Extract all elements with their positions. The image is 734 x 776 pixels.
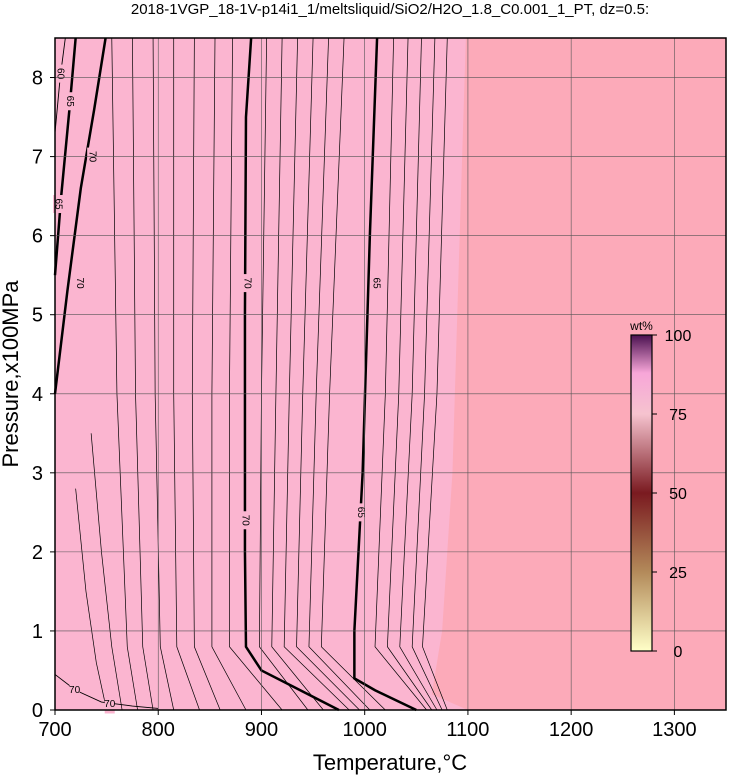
contour-label-bg xyxy=(69,681,80,700)
contour-label: 70 xyxy=(241,278,252,290)
y-tick-label: 2 xyxy=(32,542,43,564)
y-tick-label: 4 xyxy=(32,384,43,406)
contour-label: 65 xyxy=(64,96,75,108)
contour-label: 60 xyxy=(55,68,66,80)
y-tick-label: 7 xyxy=(32,147,43,169)
x-axis-label: Temperature,°C xyxy=(313,750,467,775)
x-tick-label: 700 xyxy=(38,719,71,741)
contour-label: 65 xyxy=(52,198,63,210)
minor-contour xyxy=(152,37,175,711)
contour-label-bg xyxy=(371,274,382,293)
y-tick-label: 1 xyxy=(32,621,43,643)
contour xyxy=(54,674,159,709)
minor-contour xyxy=(271,37,324,711)
contour-label: 70 xyxy=(239,515,250,527)
x-tick-label: 1300 xyxy=(652,719,697,741)
chart-title: 2018-1VGP_18-1V-p14i1_1/meltsliquid/SiO2… xyxy=(131,1,649,18)
minor-contour xyxy=(75,488,107,711)
colorbar-tick-label: 25 xyxy=(669,565,687,582)
minor-contour xyxy=(422,37,448,711)
minor-contour xyxy=(296,37,360,711)
contour-label: 70 xyxy=(74,278,85,290)
colorbar-tick-label: 100 xyxy=(665,328,692,345)
minor-contour xyxy=(191,37,221,711)
colorbar xyxy=(630,334,653,652)
colorbar-label: wt% xyxy=(629,319,653,333)
plot-frame xyxy=(54,37,727,711)
minor-contour xyxy=(111,37,138,711)
y-tick-label: 5 xyxy=(32,305,43,327)
minor-contour xyxy=(308,37,371,711)
contour-label-bg xyxy=(239,511,250,530)
contour-label-bg xyxy=(64,92,75,111)
minor-contour xyxy=(229,37,283,711)
minor-contour xyxy=(283,37,350,711)
contour-label-bg xyxy=(242,274,253,293)
contour-label-bg xyxy=(53,195,64,214)
contour-label-bg xyxy=(74,274,85,293)
contour-label: 65 xyxy=(355,507,366,519)
x-tick-label: 800 xyxy=(142,719,175,741)
colorbar-tick-label: 75 xyxy=(669,407,687,424)
minor-contour xyxy=(259,37,309,711)
minor-contour xyxy=(411,37,443,711)
minor-contour xyxy=(173,38,200,711)
minor-contour xyxy=(90,433,123,711)
y-tick-label: 3 xyxy=(32,463,43,485)
x-tick-label: 900 xyxy=(245,719,278,741)
x-tick-label: 1200 xyxy=(549,719,594,741)
contour-label-bg xyxy=(55,64,66,83)
minor-contour xyxy=(132,37,154,711)
contour-label: 70 xyxy=(69,685,81,696)
contour-label: 70 xyxy=(104,699,116,710)
contour-label-bg xyxy=(104,695,115,714)
contour-label-bg xyxy=(355,503,366,522)
colorbar-tick-label: 0 xyxy=(674,644,683,661)
contour xyxy=(243,37,340,712)
y-tick-label: 0 xyxy=(32,700,43,722)
x-tick-label: 1000 xyxy=(342,719,387,741)
colorbar-tick-label: 50 xyxy=(669,486,687,503)
y-tick-label: 6 xyxy=(32,226,43,248)
y-tick-label: 8 xyxy=(32,68,43,90)
minor-contour xyxy=(387,37,433,711)
minor-contour xyxy=(399,37,438,711)
y-axis-label: Pressure,x100MPa xyxy=(0,280,23,468)
x-tick-label: 1100 xyxy=(446,719,489,741)
contour-label: 65 xyxy=(370,278,381,290)
minor-contour xyxy=(374,37,427,711)
minor-contour xyxy=(211,37,247,711)
contour xyxy=(53,37,107,394)
